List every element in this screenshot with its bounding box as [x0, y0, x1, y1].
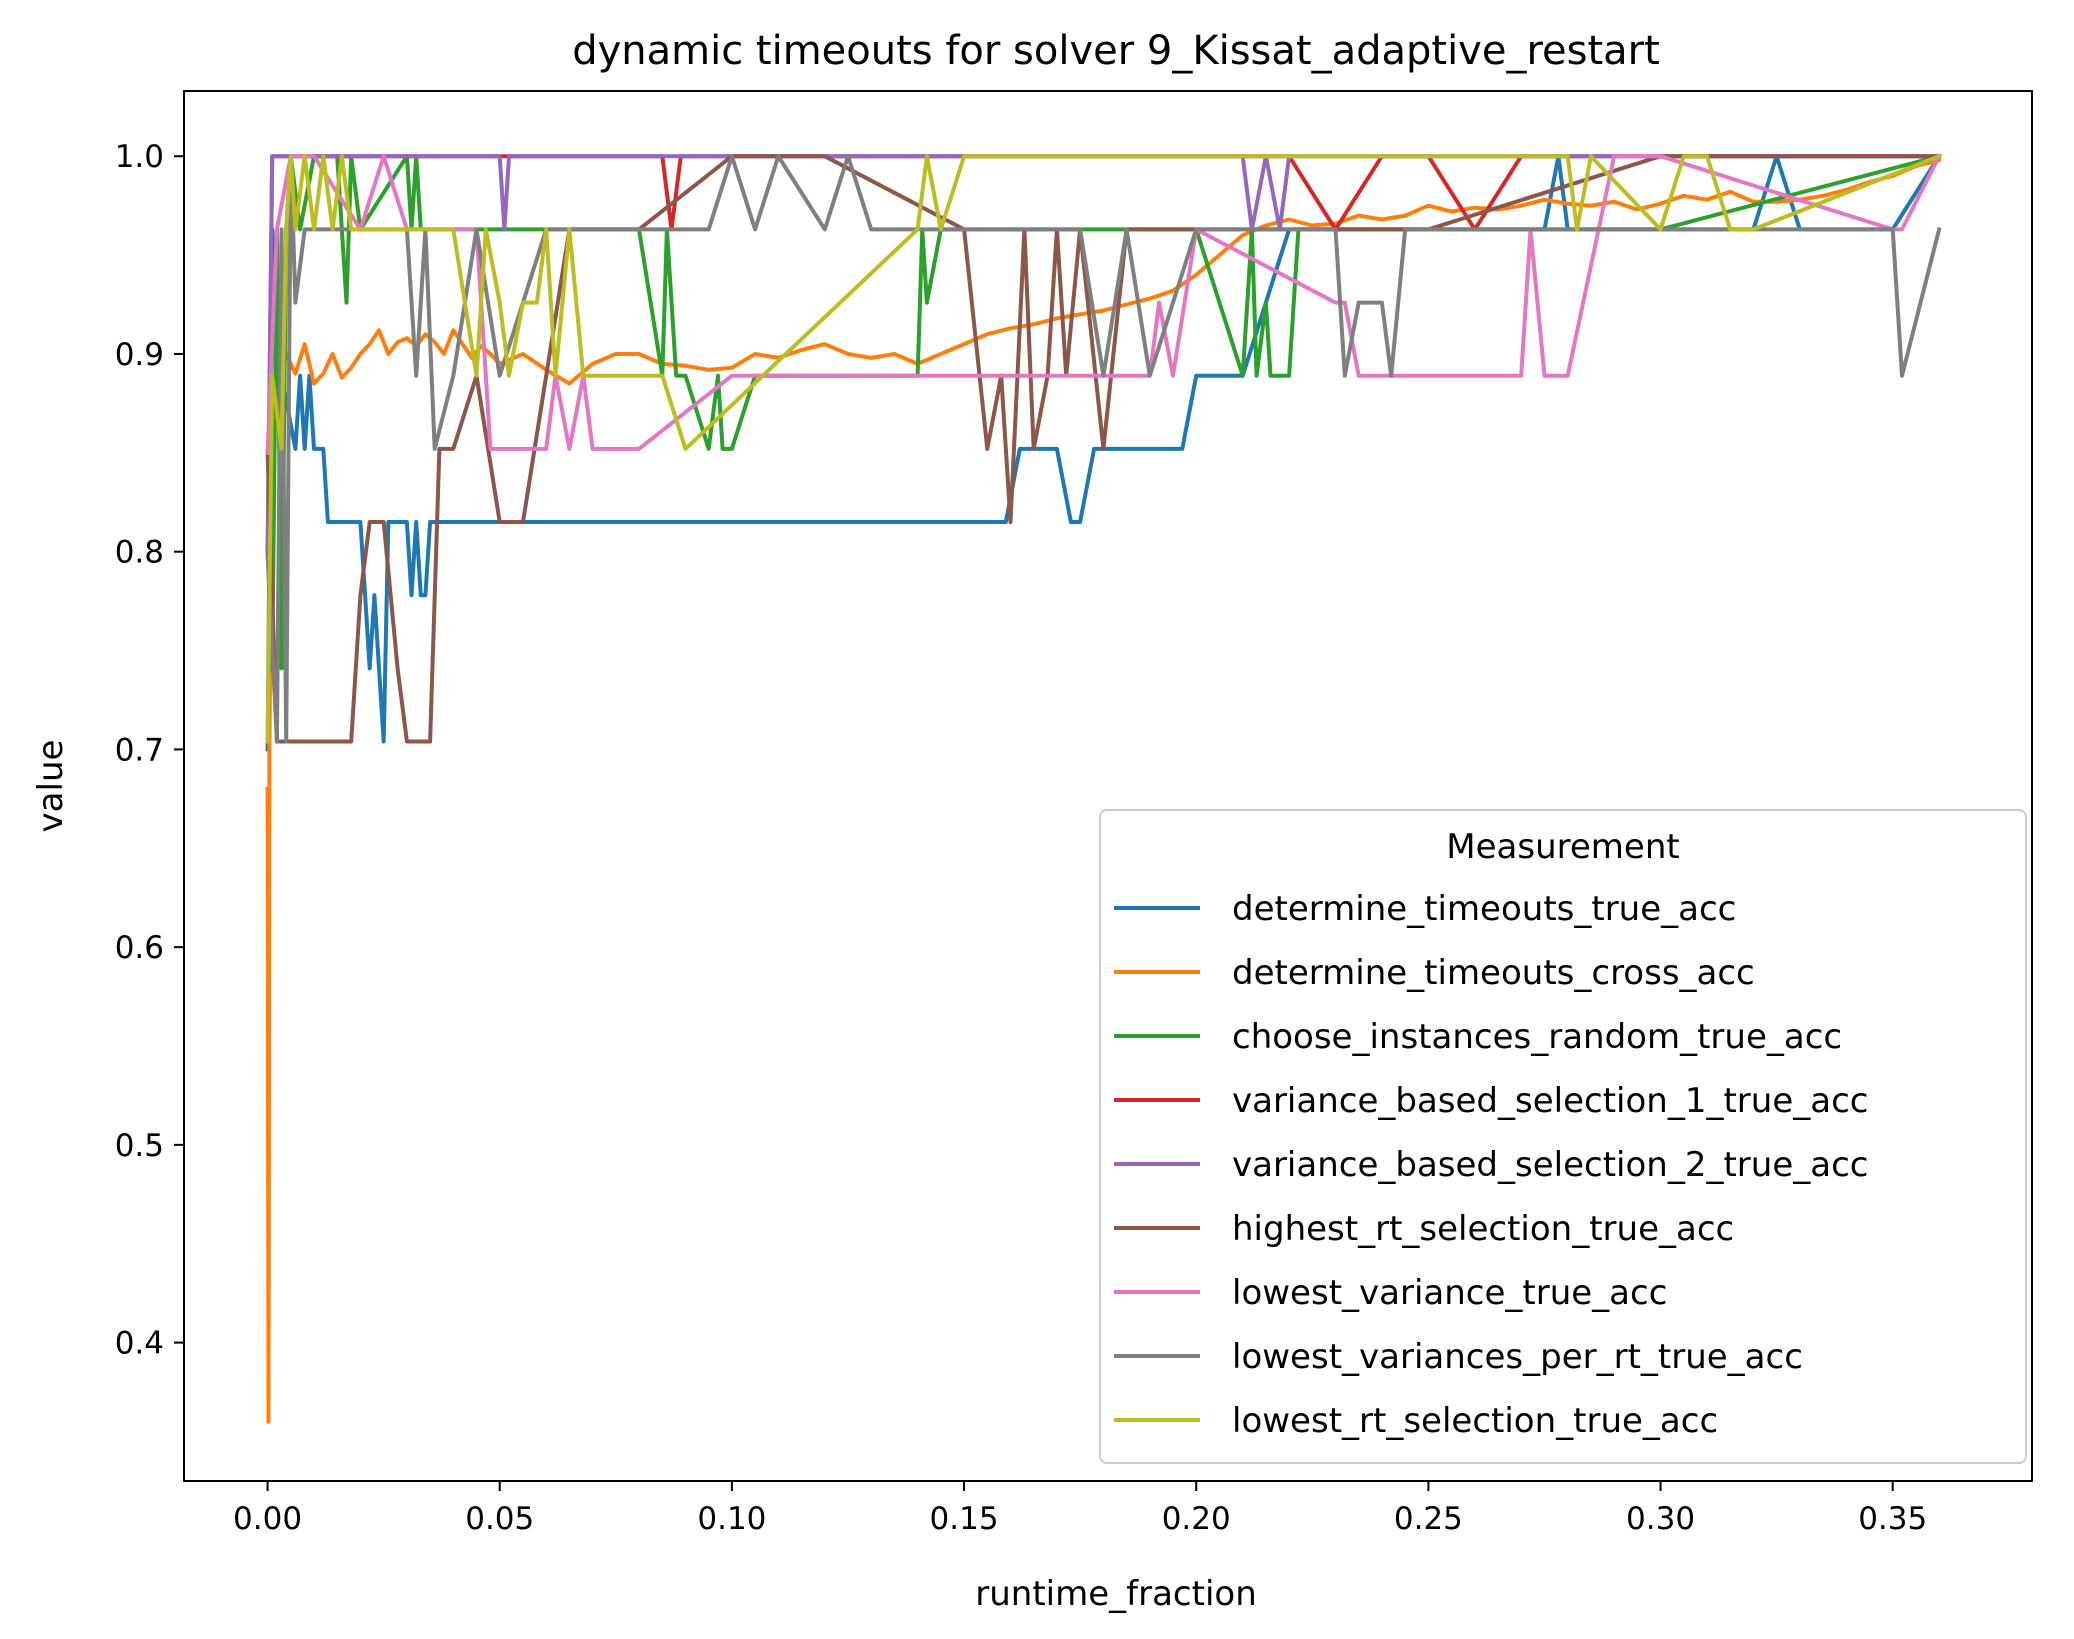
legend-title: Measurement: [1446, 827, 1679, 867]
x-tick-label: 0.25: [1394, 1501, 1463, 1537]
legend-label-9: lowest_rt_selection_true_acc: [1232, 1401, 1718, 1441]
series-line-8: [265, 154, 1942, 744]
legend-label-8: lowest_variances_per_rt_true_acc: [1232, 1337, 1803, 1377]
y-tick-label: 0.9: [115, 337, 164, 373]
y-tick-label: 0.8: [115, 535, 164, 571]
x-tick-label: 0.00: [233, 1501, 302, 1537]
legend-label-5: variance_based_selection_2_true_acc: [1232, 1145, 1868, 1185]
legend-items: determine_timeouts_true_acc determine_tim…: [1114, 889, 1868, 1441]
series-line-9: [265, 153, 1942, 744]
y-tick-label: 0.5: [115, 1128, 164, 1164]
y-tick-label: 0.4: [115, 1326, 164, 1362]
plot-frame: [183, 90, 2033, 1482]
legend-label-4: variance_based_selection_1_true_acc: [1232, 1081, 1868, 1121]
chart-title: dynamic timeouts for solver 9_Kissat_ada…: [572, 28, 1660, 74]
legend: Measurement determine_timeouts_true_accd…: [1099, 809, 2027, 1464]
x-tick-label: 0.20: [1162, 1501, 1231, 1537]
plot-lines: [265, 153, 1942, 1424]
y-axis-label: value: [31, 740, 71, 833]
legend-label-1: determine_timeouts_true_acc: [1232, 889, 1736, 929]
series-line-1: [265, 153, 1942, 752]
legend-label-7: lowest_variance_true_acc: [1232, 1273, 1667, 1313]
legend-label-6: highest_rt_selection_true_acc: [1232, 1209, 1734, 1249]
legend-label-3: choose_instances_random_true_acc: [1232, 1017, 1842, 1057]
x-tick-label: 0.35: [1858, 1501, 1927, 1537]
x-axis: 0.00 0.05 0.10 0.15 0.20 0.25 0.30 0.35: [233, 1481, 1927, 1537]
series-line-2: [265, 157, 1942, 1424]
y-axis: 0.4 0.5 0.6 0.7 0.8 0.9 1.0: [115, 139, 184, 1362]
x-axis-label: runtime_fraction: [975, 1574, 1257, 1614]
legend-box: [1099, 809, 2027, 1464]
x-tick-label: 0.15: [930, 1501, 999, 1537]
legend-label-2: determine_timeouts_cross_acc: [1232, 953, 1755, 993]
y-tick-label: 1.0: [115, 139, 164, 175]
x-tick-label: 0.05: [465, 1501, 534, 1537]
x-tick-label: 0.30: [1626, 1501, 1695, 1537]
y-tick-label: 0.6: [115, 930, 164, 966]
y-tick-label: 0.7: [115, 732, 164, 768]
x-tick-label: 0.10: [697, 1501, 766, 1537]
